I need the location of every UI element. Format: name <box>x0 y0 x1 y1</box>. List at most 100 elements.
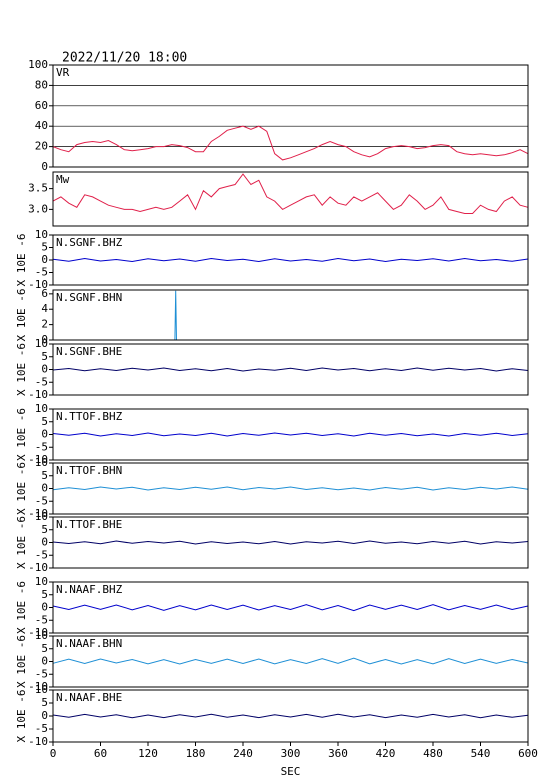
y-tick-label: 5 <box>41 241 48 254</box>
y-tick-label: 10 <box>35 456 48 469</box>
y-tick-label: -10 <box>28 453 48 466</box>
y-tick-label: 0 <box>41 655 48 668</box>
y-tick-label: 5 <box>41 696 48 709</box>
panel-label: N.TTOF.BHE <box>56 518 122 531</box>
line <box>52 125 529 161</box>
line <box>52 540 529 545</box>
y-tick-label: 3.0 <box>28 202 48 215</box>
y-axis-label: X 10E -6 <box>15 343 28 396</box>
y-tick-label: 0 <box>41 709 48 722</box>
y-tick-label: 10 <box>35 402 48 415</box>
line <box>52 713 529 719</box>
x-tick-label: 360 <box>328 747 348 760</box>
x-tick-label: 480 <box>423 747 443 760</box>
y-tick-label: -5 <box>35 548 48 561</box>
x-tick-label: 240 <box>233 747 253 760</box>
panel-label: N.SGNF.BHE <box>56 345 122 358</box>
panel-frame <box>52 516 529 569</box>
y-tick-label: 0 <box>41 536 48 549</box>
y-tick-label: -10 <box>28 561 48 574</box>
y-axis-label: X 10E -6 <box>15 516 28 569</box>
y-tick-label: 0 <box>41 333 48 346</box>
panel-frame <box>52 343 529 396</box>
y-tick-label: 5 <box>41 642 48 655</box>
y-tick-label: -5 <box>35 667 48 680</box>
y-tick-label: -10 <box>28 626 48 639</box>
panel-frame <box>52 171 529 227</box>
panel-label: N.SGNF.BHN <box>56 291 122 304</box>
y-tick-label: -10 <box>28 278 48 291</box>
panel-label: N.NAAF.BHE <box>56 691 122 704</box>
panel-frame <box>52 462 529 515</box>
y-tick-label: 10 <box>35 575 48 588</box>
y-tick-label: 0 <box>41 160 48 173</box>
y-tick-label: -5 <box>35 266 48 279</box>
y-tick-label: 0 <box>41 428 48 441</box>
y-tick-label: 5 <box>41 350 48 363</box>
x-tick-label: 180 <box>186 747 206 760</box>
y-axis-label: X 10E -6 <box>15 289 28 342</box>
line <box>53 290 528 341</box>
y-tick-label: 10 <box>35 337 48 350</box>
y-tick-label: 80 <box>35 78 48 91</box>
line <box>52 657 529 665</box>
panel-frame <box>52 289 529 341</box>
y-tick-label: 5 <box>41 588 48 601</box>
y-tick-label: -5 <box>35 440 48 453</box>
panel-label: N.NAAF.BHN <box>56 637 122 650</box>
y-tick-label: 5 <box>41 469 48 482</box>
x-tick-label: 120 <box>138 747 158 760</box>
y-tick-label: 5 <box>41 523 48 536</box>
y-tick-label: 0 <box>41 601 48 614</box>
y-tick-label: 10 <box>35 510 48 523</box>
x-tick-label: 300 <box>281 747 301 760</box>
line <box>52 173 529 214</box>
y-tick-label: 10 <box>35 629 48 642</box>
panel-label: VR <box>56 66 70 79</box>
line <box>52 432 529 437</box>
y-axis-label: X 10E -6 <box>15 581 28 634</box>
y-tick-label: -10 <box>28 388 48 401</box>
panel-label: N.TTOF.BHZ <box>56 410 123 423</box>
y-tick-label: 4 <box>41 302 48 315</box>
chart-title: 2022/11/20 18:00 <box>62 51 187 66</box>
y-tick-label: 20 <box>35 140 48 153</box>
y-tick-label: 10 <box>35 228 48 241</box>
y-axis-label: X 10E -6 <box>15 234 28 287</box>
y-tick-label: 60 <box>35 99 48 112</box>
line <box>52 604 529 612</box>
y-axis-label: X 10E -6 <box>15 690 28 743</box>
y-tick-label: -5 <box>35 375 48 388</box>
panel-label: Mw <box>56 173 70 186</box>
y-tick-label: -10 <box>28 735 48 748</box>
x-tick-label: 420 <box>376 747 396 760</box>
x-tick-label: 540 <box>471 747 491 760</box>
y-tick-label: 2 <box>41 318 48 331</box>
panel-label: N.TTOF.BHN <box>56 464 122 477</box>
y-tick-label: 100 <box>28 58 48 71</box>
line <box>52 486 529 491</box>
panel-label: N.SGNF.BHZ <box>56 236 123 249</box>
x-tick-label: 0 <box>50 747 57 760</box>
panel-frame <box>52 635 529 688</box>
y-tick-label: 0 <box>41 253 48 266</box>
y-tick-label: 10 <box>35 683 48 696</box>
y-axis-label: X 10E -6 <box>15 635 28 688</box>
panel-frame <box>52 408 529 461</box>
line <box>52 257 529 263</box>
panel-frame <box>52 581 529 634</box>
y-tick-label: 40 <box>35 119 48 132</box>
x-axis-label: SEC <box>281 765 301 778</box>
y-tick-label: 3.5 <box>28 182 48 195</box>
line <box>52 367 529 372</box>
y-tick-label: -5 <box>35 494 48 507</box>
y-tick-label: 0 <box>41 482 48 495</box>
y-tick-label: 0 <box>41 363 48 376</box>
y-tick-label: -10 <box>28 680 48 693</box>
y-tick-label: -5 <box>35 613 48 626</box>
panel-frame <box>52 234 529 286</box>
x-tick-label: 60 <box>94 747 107 760</box>
panel-label: N.NAAF.BHZ <box>56 583 123 596</box>
y-tick-label: 5 <box>41 415 48 428</box>
y-axis-label: X 10E -6 <box>15 408 28 461</box>
